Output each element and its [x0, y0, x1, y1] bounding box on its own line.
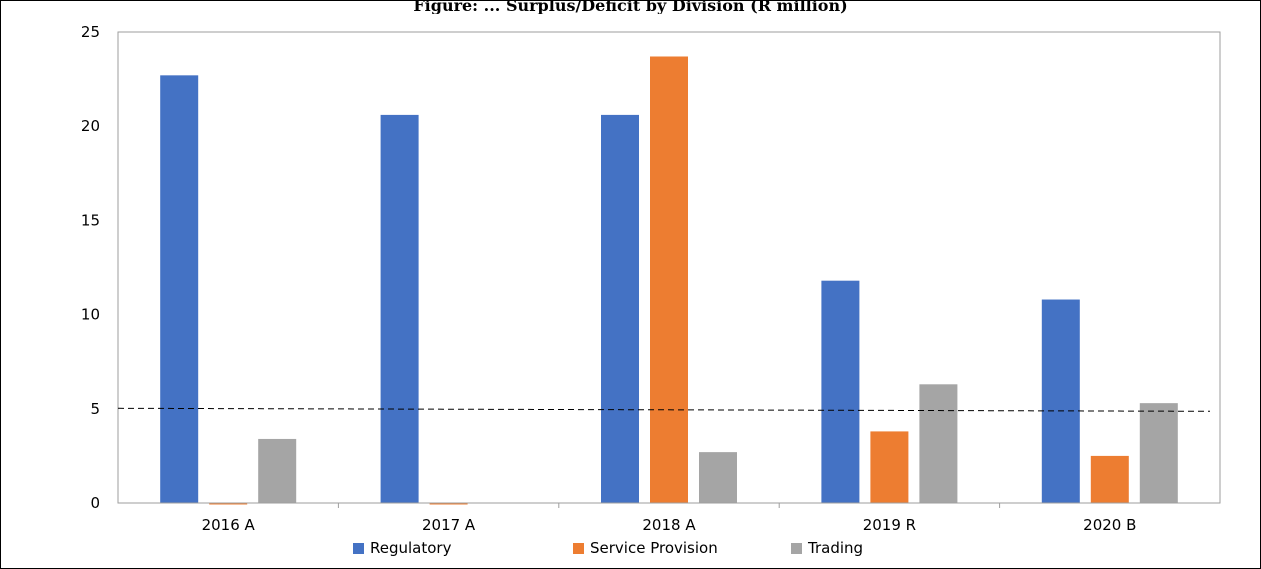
- bar-regulatory-2: [601, 114, 639, 503]
- y-tick-label: 0: [90, 494, 100, 512]
- bar-service-provision-2: [650, 56, 688, 503]
- bar-regulatory-3: [821, 280, 860, 503]
- legend: Regulatory Service Provision Trading: [353, 539, 863, 557]
- legend-swatch-regulatory: [353, 543, 364, 554]
- x-tick-label: 2019 R: [863, 516, 916, 534]
- bar-trading-2: [699, 452, 737, 503]
- bar-trading-3: [919, 384, 958, 503]
- bar-trading-4: [1139, 403, 1178, 503]
- y-tick-label: 5: [90, 400, 100, 418]
- bar-service-provision-4: [1090, 455, 1129, 503]
- legend-swatch-trading: [791, 543, 802, 554]
- bars-group: [160, 56, 1178, 505]
- bar-service-provision-0: [209, 503, 248, 505]
- x-tick-label: 2016 A: [202, 516, 256, 534]
- bar-regulatory-4: [1041, 299, 1080, 503]
- x-tick-label: 2020 B: [1083, 516, 1136, 534]
- bar-trading-0: [258, 438, 297, 503]
- reference-line: [117, 407, 1211, 412]
- bar-regulatory-0: [160, 75, 199, 503]
- chart-title: Figure: ... Surplus/Deficit by Division …: [413, 0, 848, 14]
- legend-label: Trading: [807, 539, 863, 557]
- y-axis: 0 5 10 15 20 25: [81, 23, 100, 512]
- y-tick-label: 15: [81, 211, 100, 229]
- y-tick-label: 25: [81, 23, 100, 41]
- bar-service-provision-1: [429, 503, 468, 505]
- legend-label: Service Provision: [590, 539, 718, 557]
- bar-service-provision-3: [870, 431, 909, 503]
- x-tick-label: 2017 A: [422, 516, 476, 534]
- y-tick-label: 20: [81, 117, 100, 135]
- y-tick-label: 10: [81, 306, 100, 324]
- legend-label: Regulatory: [370, 539, 452, 557]
- x-axis: 2016 A 2017 A 2018 A 2019 R 2020 B: [118, 502, 1220, 534]
- bar-regulatory-1: [380, 114, 419, 503]
- legend-swatch-service-provision: [573, 543, 584, 554]
- reference-line-group: [117, 407, 1211, 412]
- x-tick-label: 2018 A: [642, 516, 696, 534]
